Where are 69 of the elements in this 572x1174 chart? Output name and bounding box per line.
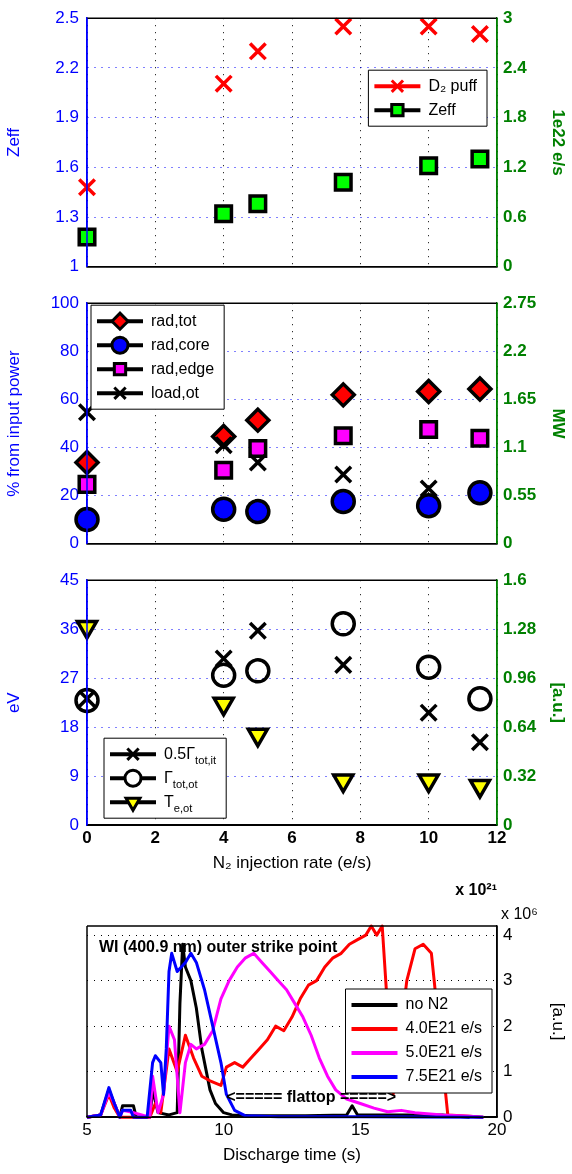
y2-tick-label: 1.28 bbox=[503, 618, 537, 638]
y2-tick-label: 0.64 bbox=[503, 716, 537, 736]
y-tick-label: 100 bbox=[50, 292, 79, 312]
y2-tick-label: 2.4 bbox=[503, 57, 528, 77]
x-tick-label: 5 bbox=[82, 1120, 92, 1140]
x-tick-label: 2 bbox=[150, 828, 161, 848]
y-tick-label: 1.9 bbox=[55, 107, 79, 127]
y-tick-label: 1.3 bbox=[55, 206, 79, 226]
y-tick-label: 0 bbox=[69, 533, 79, 553]
legend-label: rad,tot bbox=[151, 311, 197, 329]
y2-tick-label: 3 bbox=[503, 970, 513, 990]
x-tick-label: 4 bbox=[218, 828, 229, 848]
y2-tick-label: 2.75 bbox=[503, 292, 537, 312]
y-tick-label: 27 bbox=[60, 667, 79, 687]
y2-tick-label: 1.2 bbox=[503, 157, 527, 177]
x-tick-label: 15 bbox=[350, 1120, 370, 1140]
y-tick-label: 9 bbox=[69, 765, 79, 785]
y-tick-label: 45 bbox=[60, 569, 79, 589]
legend-label: load,ot bbox=[151, 383, 200, 401]
y-axis-title: eV bbox=[3, 691, 23, 714]
y-tick-label: 80 bbox=[60, 341, 79, 361]
text: x 10⁶ bbox=[501, 905, 538, 923]
legend-label: D₂ puff bbox=[428, 76, 478, 94]
text: x 10²¹ bbox=[455, 881, 497, 899]
x-tick-label: 10 bbox=[419, 828, 439, 848]
y2-tick-label: 3 bbox=[503, 7, 513, 27]
y-tick-label: 36 bbox=[60, 618, 79, 638]
y-tick-label: 2.5 bbox=[55, 7, 79, 27]
y2-tick-label: 2 bbox=[503, 1015, 513, 1035]
legend-label: 5.0E21 e/s bbox=[405, 1043, 482, 1061]
y2-tick-label: 1.65 bbox=[503, 389, 537, 409]
legend-label: 4.0E21 e/s bbox=[405, 1019, 482, 1037]
y2-tick-label: 0.32 bbox=[503, 765, 537, 785]
y2-tick-label: 0.55 bbox=[503, 485, 537, 505]
y-axis-title: % from input power bbox=[3, 349, 23, 497]
y2-axis-title: [a.u.] bbox=[549, 1002, 569, 1041]
y2-tick-label: 0.6 bbox=[503, 206, 527, 226]
y-axis-title: Zeff bbox=[3, 127, 23, 157]
y2-tick-label: 0.96 bbox=[503, 667, 537, 687]
legend-label: rad,core bbox=[151, 335, 210, 353]
y-tick-label: 1.6 bbox=[55, 157, 79, 177]
x-tick-label: 8 bbox=[355, 828, 366, 848]
y-tick-label: 2.2 bbox=[55, 57, 79, 77]
legend-label: no N2 bbox=[405, 995, 449, 1013]
y2-tick-label: 1.1 bbox=[503, 437, 527, 457]
y2-tick-label: 0 bbox=[503, 533, 513, 553]
y2-axis-title: 1e22 e/s bbox=[549, 109, 569, 176]
y2-tick-label: 2.2 bbox=[503, 341, 527, 361]
x-axis-title: N₂ injection rate (e/s) bbox=[212, 853, 372, 873]
y2-tick-label: 0 bbox=[503, 256, 513, 276]
y2-tick-label: 1.8 bbox=[503, 107, 527, 127]
y-tick-label: 0 bbox=[69, 814, 79, 834]
y2-tick-label: 1 bbox=[503, 1061, 513, 1081]
x-axis-title: Discharge time (s) bbox=[223, 1145, 361, 1165]
y-tick-label: 18 bbox=[60, 716, 79, 736]
legend-label: rad,edge bbox=[151, 359, 215, 377]
x-tick-label: 10 bbox=[214, 1120, 234, 1140]
y-tick-label: 1 bbox=[69, 256, 79, 276]
y-tick-label: 20 bbox=[60, 485, 79, 505]
legend-label: 7.5E21 e/s bbox=[405, 1067, 482, 1085]
y2-tick-label: 4 bbox=[503, 924, 513, 944]
y-tick-label: 40 bbox=[60, 437, 79, 457]
y2-axis-title: [a.u.] bbox=[549, 682, 569, 723]
legend-label: Zeff bbox=[428, 100, 457, 118]
y2-tick-label: 1.6 bbox=[503, 569, 527, 589]
y2-axis-title: MW bbox=[549, 408, 569, 440]
x-tick-label: 0 bbox=[82, 828, 92, 848]
x-tick-label: 6 bbox=[287, 828, 297, 848]
y-tick-label: 60 bbox=[60, 389, 79, 409]
